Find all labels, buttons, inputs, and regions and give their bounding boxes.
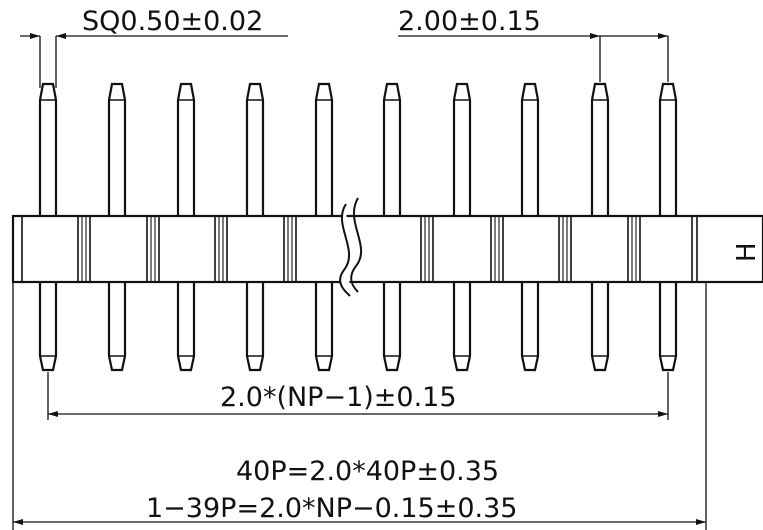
lower-pin bbox=[245, 282, 265, 372]
overall-label-40p: 40P=2.0*40P±0.35 bbox=[236, 456, 499, 487]
pitch-arrow-right bbox=[658, 33, 668, 39]
upper-pin bbox=[452, 82, 472, 216]
overall-label-1-39p: 1−39P=2.0*NP−0.15±0.35 bbox=[146, 493, 517, 524]
lower-pin bbox=[590, 282, 610, 372]
upper-pin bbox=[382, 82, 402, 216]
lower-pins bbox=[38, 282, 678, 372]
span-label: 2.0*(NP−1)±0.15 bbox=[220, 382, 457, 413]
height-label: H bbox=[732, 242, 762, 262]
sq-arrow-right bbox=[56, 33, 66, 39]
upper-pin bbox=[176, 82, 196, 216]
span-arrow-left bbox=[48, 411, 58, 417]
sq-label: SQ0.50±0.02 bbox=[82, 6, 263, 37]
pitch-label: 2.00±0.15 bbox=[398, 6, 541, 37]
pitch-dimension: 2.00±0.15 bbox=[398, 6, 669, 82]
upper-pin bbox=[590, 82, 610, 216]
lower-pin bbox=[452, 282, 472, 372]
overall-arrow-left bbox=[13, 519, 23, 525]
lower-pin bbox=[38, 282, 58, 372]
height-dimension: H bbox=[700, 215, 763, 283]
sq-arrow-left bbox=[30, 33, 40, 39]
upper-pins bbox=[38, 82, 678, 216]
header-housing bbox=[11, 197, 763, 297]
break-mark bbox=[339, 203, 351, 297]
upper-pin bbox=[107, 82, 127, 216]
overall-length-dimension: 40P=2.0*40P±0.35 1−39P=2.0*NP−0.15±0.35 bbox=[12, 282, 707, 530]
housing-outline bbox=[11, 214, 763, 284]
upper-pin bbox=[245, 82, 265, 216]
lower-pin bbox=[314, 282, 334, 372]
break-mark-second bbox=[350, 197, 363, 293]
housing-segments bbox=[21, 216, 698, 282]
lower-pin bbox=[658, 282, 678, 372]
lower-pin bbox=[382, 282, 402, 372]
lower-pin bbox=[520, 282, 540, 372]
upper-pin bbox=[38, 82, 58, 216]
overall-arrow-right bbox=[696, 519, 706, 525]
lower-pin bbox=[107, 282, 127, 372]
upper-pin bbox=[314, 82, 334, 216]
upper-pin bbox=[520, 82, 540, 216]
pin-size-dimension: SQ0.50±0.02 bbox=[20, 6, 288, 88]
lower-pin bbox=[176, 282, 196, 372]
pin-span-dimension: 2.0*(NP−1)±0.15 bbox=[47, 372, 669, 420]
pitch-arrow-left bbox=[590, 33, 600, 39]
upper-pin bbox=[658, 82, 678, 216]
span-arrow-right bbox=[658, 411, 668, 417]
